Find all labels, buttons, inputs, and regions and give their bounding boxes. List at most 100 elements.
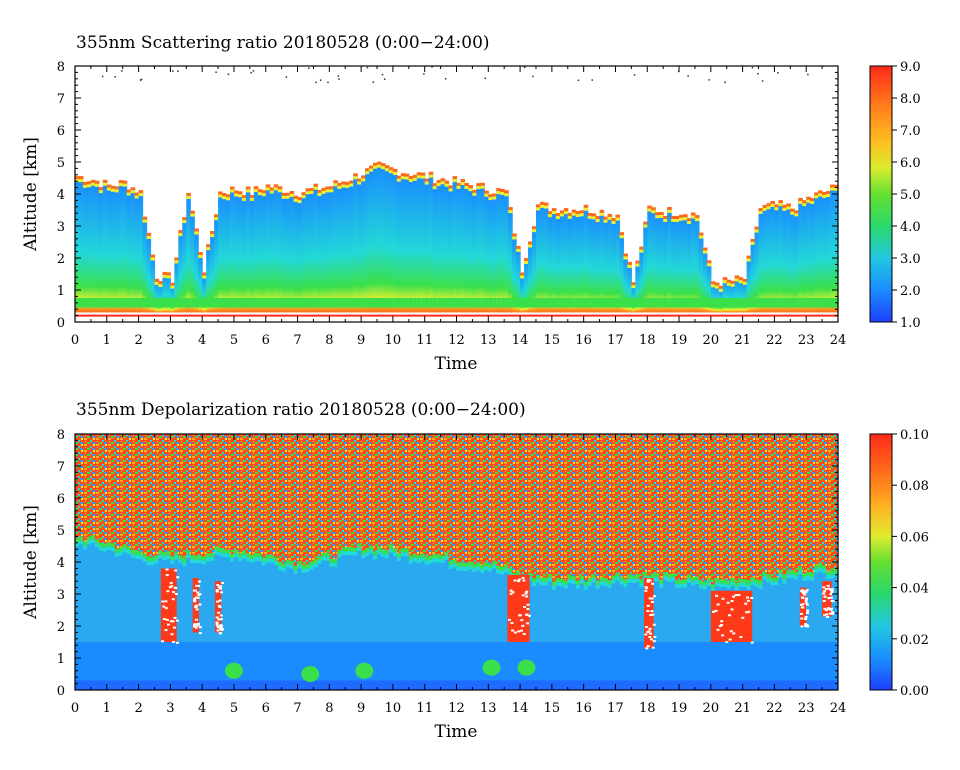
data-cell <box>297 434 303 561</box>
data-cell <box>289 298 295 308</box>
data-cell <box>90 181 96 313</box>
data-cell <box>615 580 621 642</box>
data-cell <box>579 212 585 313</box>
x-axis-label: Time <box>435 722 478 742</box>
data-cell <box>400 552 406 557</box>
data-cell <box>810 572 815 577</box>
data-cell <box>114 434 120 549</box>
data-cell <box>164 607 168 610</box>
data-cell <box>257 192 263 196</box>
data-cell <box>718 625 722 628</box>
data-cell <box>404 176 410 180</box>
data-cell <box>249 554 255 559</box>
data-cell <box>778 203 783 207</box>
data-cell <box>464 298 470 308</box>
data-cell <box>178 434 183 556</box>
data-cell <box>253 560 259 642</box>
colorbar-ticks: 1.02.03.04.05.06.07.08.09.0 <box>892 60 921 331</box>
data-cell <box>627 434 632 575</box>
data-cell <box>468 187 473 313</box>
data-cell <box>778 434 783 570</box>
data-cell <box>130 187 136 191</box>
data-cell <box>146 235 152 239</box>
data-cell <box>800 617 804 620</box>
data-cell <box>452 179 458 183</box>
data-cell <box>559 578 565 583</box>
data-cell <box>233 298 239 308</box>
data-cell <box>651 434 656 574</box>
data-cell <box>786 203 791 207</box>
data-cell <box>241 197 247 313</box>
data-cell <box>424 434 430 557</box>
data-cell <box>587 215 593 219</box>
data-cell <box>150 561 156 566</box>
data-cell <box>448 185 454 189</box>
data-cell <box>648 597 652 600</box>
data-cell <box>110 188 116 192</box>
data-cell <box>170 298 175 308</box>
data-cell <box>75 176 80 180</box>
data-cell <box>281 195 287 199</box>
data-cell <box>683 298 688 308</box>
data-cell <box>539 577 545 582</box>
data-cell <box>607 588 613 642</box>
data-cell <box>517 578 521 581</box>
scattering-ratio-field <box>75 66 839 317</box>
data-cell <box>325 552 330 557</box>
data-cell <box>158 281 164 285</box>
data-cell <box>547 211 553 215</box>
data-cell <box>220 591 224 594</box>
data-cell <box>118 434 124 548</box>
data-cell <box>818 563 823 568</box>
data-cell <box>738 298 744 308</box>
data-cell <box>202 564 207 642</box>
data-cell <box>790 210 795 313</box>
data-cell <box>333 180 338 184</box>
y-tick-label: 7 <box>57 460 65 475</box>
data-cell <box>444 560 450 642</box>
data-cell <box>261 190 267 194</box>
data-cell <box>524 259 529 313</box>
data-cell <box>822 193 827 313</box>
data-cell <box>167 623 171 626</box>
data-cell <box>162 273 168 313</box>
data-cell <box>373 559 378 642</box>
data-cell <box>802 577 807 582</box>
data-cell <box>555 298 561 308</box>
y-axis-label: Altitude [km] <box>21 137 41 252</box>
data-cell <box>420 298 426 308</box>
x-tick-label: 8 <box>325 701 333 716</box>
data-cell <box>233 193 239 197</box>
data-cell <box>257 557 263 562</box>
data-cell <box>814 195 819 199</box>
x-tick-label: 3 <box>166 701 174 716</box>
data-cell <box>337 557 342 642</box>
data-cell <box>182 220 187 224</box>
data-cell <box>186 554 191 559</box>
data-cell <box>436 181 442 313</box>
data-cell <box>583 581 589 586</box>
data-cell <box>521 576 525 579</box>
data-cell <box>468 565 473 570</box>
data-cell <box>464 562 470 567</box>
data-cell <box>706 262 712 313</box>
data-cell <box>106 546 112 551</box>
data-cell <box>82 541 88 546</box>
data-cell <box>215 589 219 592</box>
data-cell <box>698 588 704 642</box>
data-cell <box>122 544 128 549</box>
data-cell <box>646 578 650 581</box>
data-cell <box>778 202 783 313</box>
data-cell <box>345 547 350 552</box>
data-cell <box>655 212 660 216</box>
data-cell <box>721 634 725 637</box>
data-cell <box>408 563 414 642</box>
data-cell <box>424 181 430 185</box>
data-cell <box>799 612 803 615</box>
data-cell <box>261 561 267 566</box>
data-cell <box>766 203 772 207</box>
data-cell <box>126 189 132 193</box>
data-cell <box>655 214 660 313</box>
data-cell <box>170 556 175 561</box>
data-cell <box>607 584 613 589</box>
